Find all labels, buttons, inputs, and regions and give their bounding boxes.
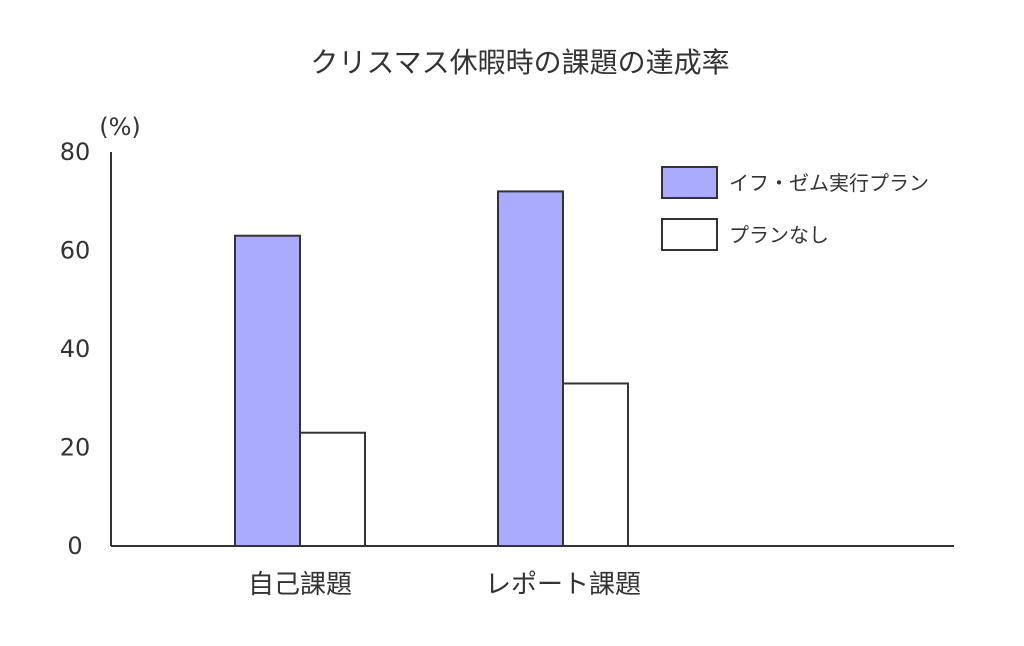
- legend-label: プランなし: [729, 223, 829, 247]
- bar-1-1: [234, 234, 301, 547]
- bar-2-2: [562, 382, 629, 547]
- chart-title: クリスマス休暇時の課題の達成率: [310, 46, 729, 79]
- y-tick-label: 80: [60, 138, 91, 166]
- bar-2-1: [299, 431, 366, 548]
- y-tick-label: 40: [60, 335, 91, 363]
- x-category-label: レポート課題: [485, 570, 641, 600]
- legend-swatch: [661, 166, 718, 199]
- y-tick-label: 20: [60, 434, 91, 462]
- y-axis-ticks: 0 20 40 60 80: [60, 138, 91, 560]
- y-axis-unit-label: (%): [99, 113, 141, 141]
- x-category-label: 自己課題: [248, 570, 352, 600]
- x-axis-category-labels: 自己課題 レポート課題: [248, 570, 641, 600]
- legend-label: イフ・ゼム実行プラン: [729, 171, 929, 195]
- y-tick-label: 0: [67, 532, 82, 560]
- legend-swatch: [661, 218, 718, 251]
- bars-group: [234, 190, 629, 548]
- y-tick-label: 60: [60, 237, 91, 265]
- bar-1-2: [497, 190, 564, 547]
